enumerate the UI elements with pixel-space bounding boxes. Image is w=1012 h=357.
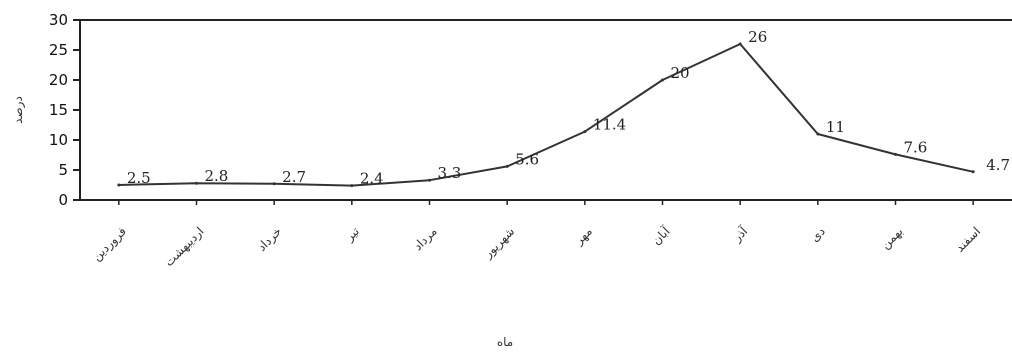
x-axis: فروردین اردیبهشت خرداد تیر مرداد شهریور مهر آبا… <box>80 199 1012 270</box>
data-label: 2.4 <box>360 170 384 188</box>
y-tick-label: 0 <box>58 191 68 209</box>
x-tick-label: شهریور <box>480 224 518 262</box>
data-point <box>272 182 276 186</box>
data-point <box>428 178 431 182</box>
series-line <box>118 43 974 187</box>
y-axis-title: درصد <box>11 96 26 124</box>
data-label: 3.3 <box>438 164 462 182</box>
data-label: 5.6 <box>515 150 539 168</box>
x-tick-label: بهمن <box>878 224 906 252</box>
data-label: 26 <box>748 28 767 46</box>
data-point <box>117 183 121 187</box>
data-point <box>971 170 975 174</box>
y-tick-label: 15 <box>49 101 68 119</box>
x-tick-label: دی <box>808 224 828 244</box>
data-label: 4.7 <box>986 156 1010 174</box>
x-tick-label: فروردین <box>90 224 130 264</box>
data-point <box>195 181 198 185</box>
data-label: 11 <box>826 118 845 136</box>
data-label: 7.6 <box>904 138 928 156</box>
x-tick-label: تیر <box>342 224 363 245</box>
y-axis: 0 5 10 15 20 25 30 <box>49 11 81 209</box>
y-tick-label: 20 <box>49 71 68 89</box>
data-point <box>738 42 742 46</box>
data-label: 20 <box>671 64 690 82</box>
x-tick-label: خرداد <box>255 224 285 254</box>
y-tick-label: 10 <box>49 131 68 149</box>
y-tick-label: 30 <box>49 11 68 29</box>
x-axis-title: ماه <box>497 335 513 349</box>
data-point <box>505 164 509 168</box>
data-point <box>894 152 897 156</box>
x-tick-label: مرداد <box>411 224 441 254</box>
data-point <box>350 184 354 188</box>
x-tick-label: اردیبهشت <box>162 224 208 270</box>
y-tick-label: 5 <box>58 161 68 179</box>
plot-area: 2.5 2.8 2.7 2.4 3.3 5.6 11.4 20 26 11 7.6 4.7 <box>80 19 1012 188</box>
data-label: 2.8 <box>205 167 229 185</box>
data-point <box>816 132 820 136</box>
y-tick-label: 25 <box>49 41 68 59</box>
data-point <box>661 78 664 82</box>
x-tick-label: مهر <box>571 224 595 248</box>
data-label: 2.5 <box>127 169 151 187</box>
x-tick-label: آبان <box>648 223 673 248</box>
data-point <box>583 130 587 134</box>
x-tick-label: آذر <box>729 223 752 246</box>
x-tick-label: اسفند <box>953 224 984 255</box>
data-label: 2.7 <box>282 168 306 186</box>
data-label: 11.4 <box>593 116 626 134</box>
